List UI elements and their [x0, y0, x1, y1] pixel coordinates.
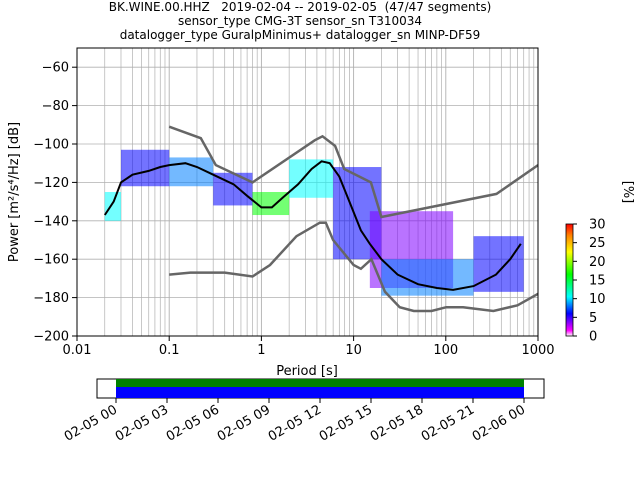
density-band	[381, 259, 474, 296]
colorbar-label: [%]	[620, 181, 635, 204]
y-axis-label: Power [m²/s⁴/Hz] [dB]	[7, 122, 22, 262]
mean-psd-line	[103, 160, 522, 291]
nlnm-line	[169, 221, 538, 313]
title-line-2: sensor_type CMG-3T sensor_sn T310034	[177, 14, 423, 28]
density-band	[289, 159, 334, 198]
colorbar-tick-label: 5	[589, 311, 597, 326]
x-axis-label: Period [s]	[276, 364, 338, 379]
colorbar-tick-label: 25	[589, 236, 606, 251]
nhnm-line	[168, 125, 538, 219]
colorbar-tick-label: 0	[589, 330, 597, 345]
time-tick-label: 02-05 15	[317, 402, 375, 444]
y-tick-label: −80	[42, 99, 69, 114]
y-tick-label: −60	[42, 61, 69, 76]
y-ticks: −200 −180 −160 −140 −120 −100 −80 −60	[33, 61, 77, 345]
y-tick-label: −100	[33, 138, 69, 153]
plot-frame	[76, 47, 539, 337]
y-tick-label: −160	[33, 253, 69, 268]
density-band	[252, 192, 290, 216]
noise-models	[103, 125, 538, 313]
time-tick-label: 02-05 03	[113, 402, 171, 444]
psd-coverage-bar	[116, 387, 524, 398]
title-line-1: BK.WINE.00.HHZ 2019-02-04 -- 2019-02-05 …	[108, 0, 492, 14]
data-coverage-bar	[116, 379, 524, 387]
time-tick-label: 02-05 00	[62, 402, 120, 444]
density-band	[120, 149, 170, 187]
y-tick-label: −180	[33, 291, 69, 306]
colorbar-tick-label: 10	[589, 292, 606, 307]
colorbar-tick-label: 20	[589, 255, 606, 270]
title-line-3: datalogger_type GuralpMinimus+ datalogge…	[119, 28, 481, 42]
density-band	[473, 236, 524, 292]
x-tick-label: 10	[345, 343, 362, 358]
time-tick-label: 02-05 09	[215, 402, 273, 444]
y-tick-label: −140	[33, 214, 69, 229]
colorbar-ticks: 0 5 10 15 20 25 30	[573, 218, 606, 345]
x-ticks: 0.01 0.1 1 10 100 1000	[63, 336, 555, 358]
x-tick-label: 1000	[521, 343, 554, 358]
density-band	[104, 192, 121, 221]
colorbar-tick-label: 15	[589, 274, 606, 289]
time-tick-label: 02-06 00	[470, 402, 528, 444]
x-tick-label: 1	[257, 343, 265, 358]
colorbar	[565, 223, 574, 337]
colorbar-tick-label: 30	[589, 218, 606, 233]
time-tick-label: 02-05 21	[419, 402, 477, 444]
time-tick-label: 02-05 12	[266, 402, 324, 444]
x-tick-label: 0.1	[159, 343, 180, 358]
time-tick-label: 02-05 06	[164, 402, 222, 444]
y-tick-label: −120	[33, 176, 69, 191]
time-tick-label: 02-05 18	[368, 402, 426, 444]
x-tick-label: 100	[433, 343, 458, 358]
y-tick-label: −200	[33, 330, 69, 345]
x-tick-label: 0.01	[63, 343, 92, 358]
